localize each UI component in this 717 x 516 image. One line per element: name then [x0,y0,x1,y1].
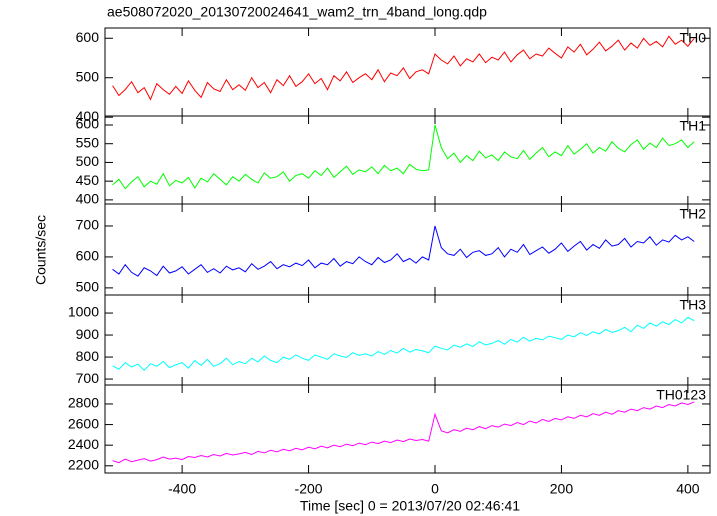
panel-frame [104,384,711,474]
y-tick-label: 400 [76,108,100,124]
y-tick-label: 500 [76,279,100,295]
y-tick-label: 600 [76,116,100,132]
y-tick-label: 1000 [68,304,99,320]
x-tick-label: 200 [550,481,574,497]
y-tick-label: 2800 [68,395,99,411]
y-tick-label: 2200 [68,456,99,472]
panel-label: TH0123 [656,387,706,403]
x-tick-label: 0 [431,481,439,497]
data-line [112,124,695,190]
data-line [112,35,695,101]
y-tick-label: 500 [76,68,100,84]
panel-label: TH3 [680,297,707,313]
panel-label: TH2 [680,206,707,222]
chart-title: ae508072020_20130720024641_wam2_trn_4ban… [107,4,487,20]
y-tick-label: 900 [76,326,100,342]
panel-frame [104,203,711,296]
y-tick-label: 700 [76,370,100,386]
panel-label: TH1 [680,118,707,134]
x-tick-label: 400 [676,481,700,497]
y-tick-label: 550 [76,134,100,150]
data-line [112,225,695,277]
x-tick-label: -400 [168,481,196,497]
y-tick-label: 500 [76,153,100,169]
data-line [112,401,695,464]
panel-frame [104,115,711,205]
panel-label: TH0 [680,30,707,46]
x-tick-label: -200 [295,481,323,497]
y-tick-label: 600 [76,29,100,45]
y-tick-label: 600 [76,248,100,264]
panel-frame [104,294,711,386]
x-axis-label: Time [sec] 0 = 2013/07/20 02:46:41 [300,498,520,514]
y-axis-label: Counts/sec [33,215,49,285]
data-line [112,316,695,372]
y-tick-label: 800 [76,348,100,364]
y-tick-label: 400 [76,191,100,207]
y-tick-label: 2400 [68,436,99,452]
y-tick-label: 700 [76,217,100,233]
y-tick-label: 450 [76,172,100,188]
y-tick-label: 2600 [68,415,99,431]
